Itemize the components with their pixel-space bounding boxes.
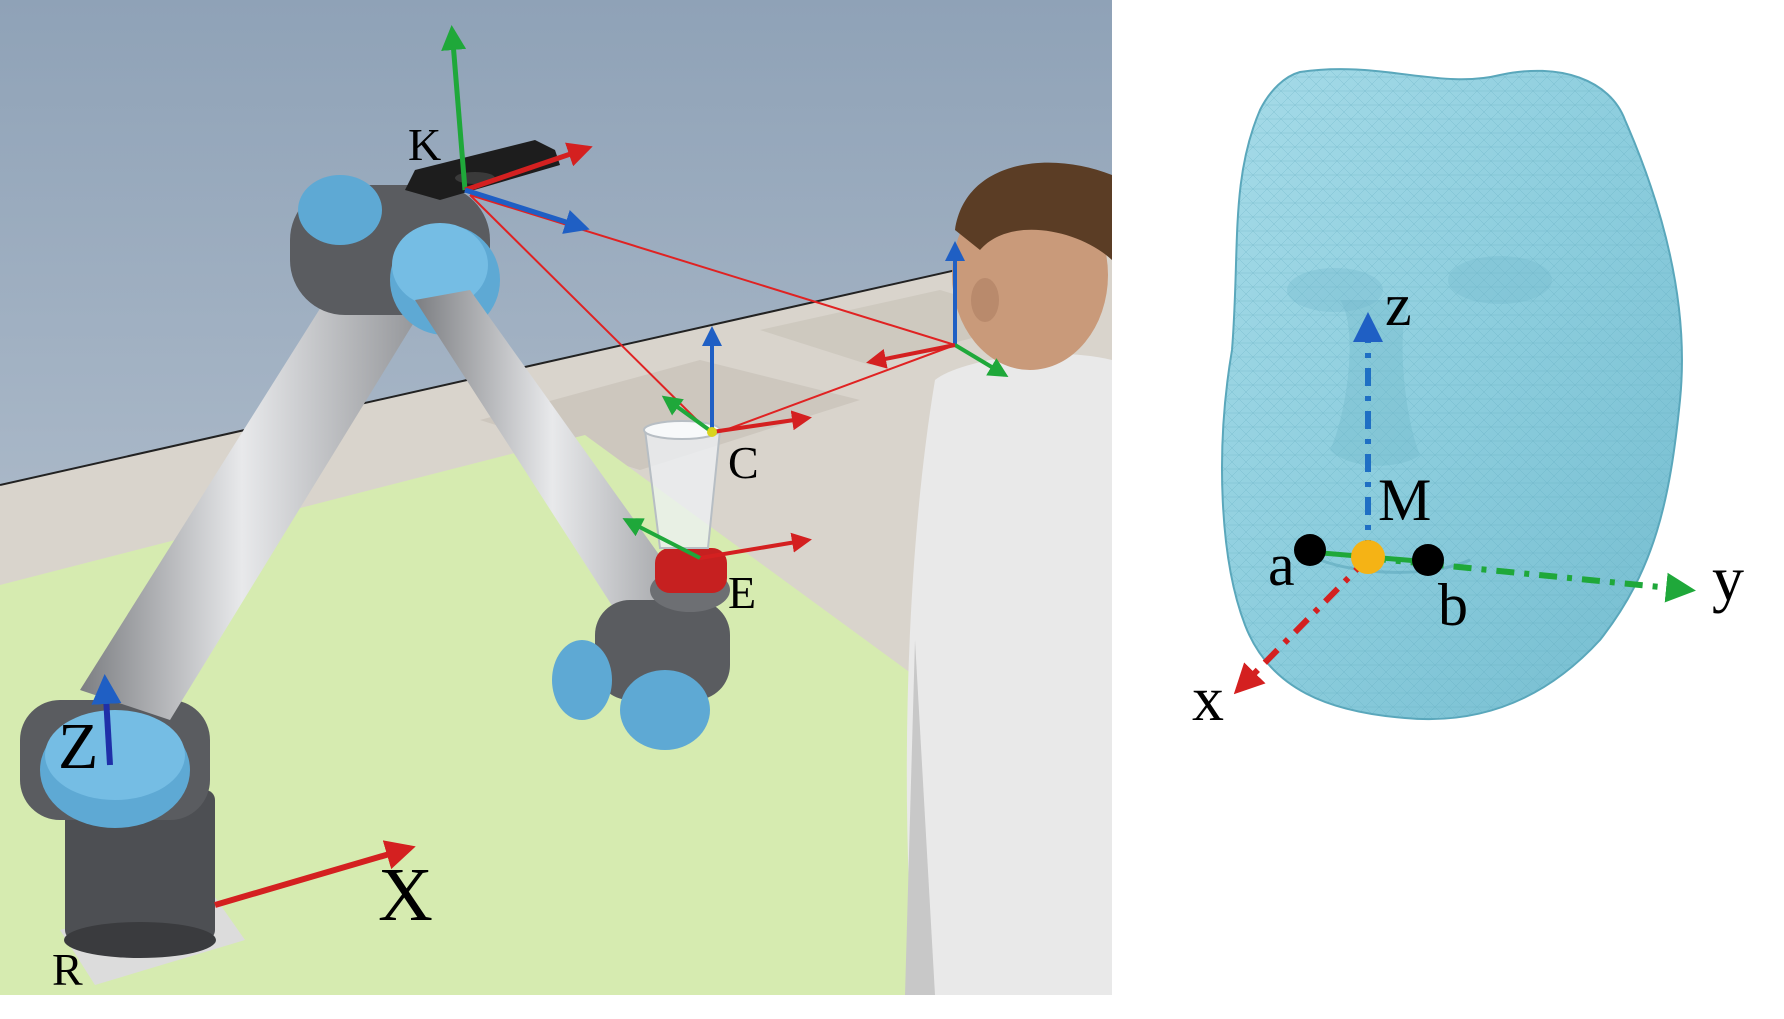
mouth-x-axis-arrow (866, 343, 956, 369)
mouth-y-axis-arrow (953, 343, 1009, 378)
k-z-axis-arrow (441, 25, 468, 191)
label-a: a (1268, 532, 1295, 598)
frame-c-axes (661, 326, 812, 434)
label-r: R (52, 944, 83, 995)
point-a (1294, 534, 1326, 566)
k-x-axis-arrow (464, 142, 593, 193)
label-z: Z (58, 710, 98, 783)
frame-e-axes (622, 518, 812, 560)
frame-r-axes (91, 674, 416, 908)
label-face-x: x (1192, 663, 1224, 734)
label-b: b (1438, 572, 1468, 638)
human-dummy (905, 162, 1112, 995)
e-y-axis-arrow (622, 518, 701, 560)
robot-scene-panel: K C E R Z X (0, 0, 1113, 995)
c-x-axis-arrow (711, 410, 812, 434)
k-y-axis-arrow (464, 187, 590, 234)
point-b (1412, 544, 1444, 576)
label-m: M (1378, 467, 1431, 533)
horizon-line (0, 234, 1113, 486)
face-x-axis (1233, 555, 1371, 695)
face-mesh-panel: M a b z y x (1112, 0, 1784, 1019)
point-m (1351, 540, 1385, 574)
cup-origin-point (707, 427, 717, 437)
frame-mouth-axes (866, 241, 1009, 378)
robot-arm (20, 175, 730, 985)
table-surface (0, 435, 1112, 995)
label-c: C (728, 437, 759, 488)
label-x: X (378, 853, 433, 937)
label-face-y: y (1712, 543, 1744, 614)
frame-k-axes (441, 25, 593, 234)
sight-lines (469, 194, 956, 436)
base-x-axis-arrow (214, 840, 416, 908)
c-y-axis-arrow (661, 395, 714, 434)
label-face-z: z (1385, 272, 1412, 338)
label-k: K (408, 119, 441, 170)
base-z-axis-arrow (91, 674, 122, 766)
e-x-axis-arrow (699, 532, 812, 560)
label-e: E (728, 567, 756, 618)
